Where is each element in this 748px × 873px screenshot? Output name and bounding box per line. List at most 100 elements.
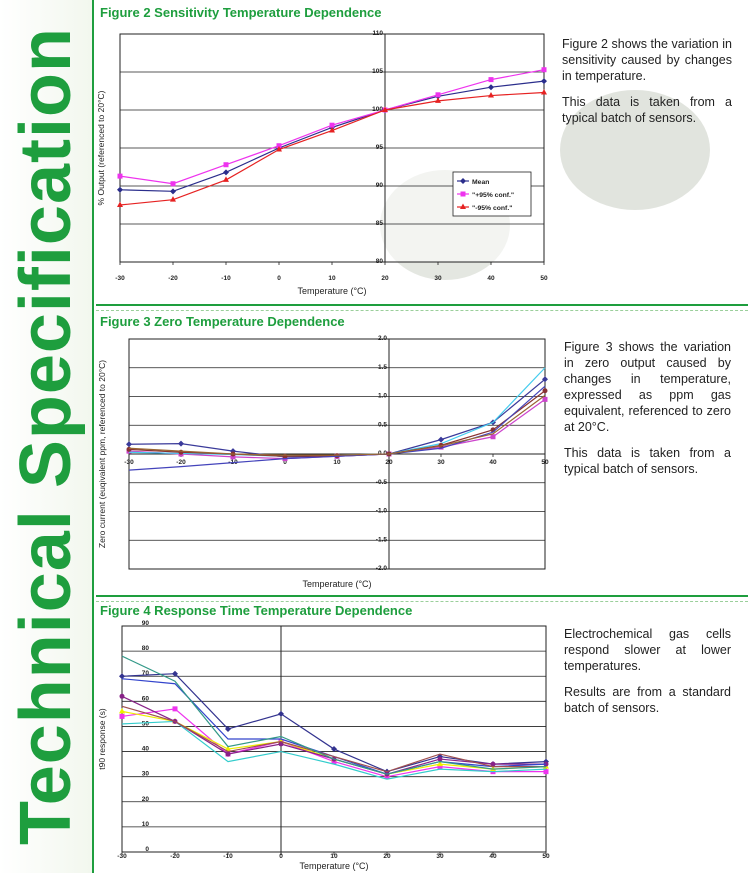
y-tick-label: 90 [376, 182, 384, 189]
figure-4-description: Electrochemical gas cells respond slower… [564, 626, 731, 726]
series-line [128, 394, 546, 456]
data-point [331, 759, 337, 765]
data-point [490, 761, 496, 767]
response-time-chart: 0 10 20 30 40 50 60 70 80 90 -30 -20 -10 0 10 20 30 40 50 T… [97, 620, 550, 871]
legend-label: "+95% conf." [472, 192, 514, 199]
x-tick-label: 50 [541, 459, 549, 466]
y-axis-title: % Output (referenced to 20°C) [96, 90, 106, 205]
y-tick-label: 0 [145, 846, 149, 853]
data-point [490, 765, 496, 772]
data-point [225, 725, 231, 732]
y-tick-label: 1.5 [378, 364, 387, 371]
series-s6 [128, 394, 546, 456]
y-tick-label: 0.5 [378, 421, 387, 428]
series-line [121, 705, 546, 773]
figure-3-title: Figure 3 Zero Temperature Dependence [100, 314, 345, 329]
x-tick-label: 0 [277, 275, 281, 282]
x-tick-label: 10 [328, 275, 336, 282]
series-s4 [121, 720, 547, 780]
data-point [541, 89, 547, 95]
data-point [542, 388, 548, 394]
y-tick-label: -1.0 [376, 508, 388, 515]
y-tick-label: 20 [142, 796, 150, 803]
data-point [438, 436, 444, 443]
data-point [329, 122, 335, 128]
x-tick-label: -10 [223, 853, 233, 860]
x-tick-label: 50 [540, 275, 548, 282]
figure-2-title: Figure 2 Sensitivity Temperature Depende… [100, 5, 382, 20]
data-point [488, 92, 494, 98]
series-s8 [121, 655, 547, 775]
data-point [223, 169, 229, 176]
data-point [172, 706, 178, 712]
description-paragraph: Electrochemical gas cells respond slower… [564, 627, 731, 673]
data-point [542, 396, 548, 402]
data-point [488, 84, 494, 91]
y-tick-label: 100 [372, 106, 383, 113]
data-point [543, 761, 549, 767]
x-tick-label: -20 [170, 853, 180, 860]
y-tick-label: 85 [376, 220, 384, 227]
x-axis-title: Temperature (°C) [299, 861, 368, 871]
data-point [119, 673, 125, 680]
sidebar-title: Technical Specification [6, 27, 86, 845]
description-paragraph: This data is taken from a typical batch … [562, 95, 732, 125]
x-tick-label: -20 [176, 459, 186, 466]
data-point [542, 376, 548, 383]
x-tick-label: 40 [489, 459, 497, 466]
data-point [278, 710, 284, 717]
data-point [278, 741, 284, 747]
data-point [126, 446, 132, 452]
data-point [543, 769, 549, 775]
y-tick-label: 50 [142, 720, 150, 727]
x-tick-label: 30 [434, 275, 442, 282]
x-tick-label: 0 [283, 459, 287, 466]
data-point [435, 97, 441, 103]
x-tick-label: -30 [115, 275, 125, 282]
data-point [435, 92, 441, 98]
data-point [437, 764, 443, 770]
x-tick-label: 10 [330, 853, 338, 860]
data-point [331, 746, 337, 753]
series-line [121, 655, 547, 775]
data-point [223, 176, 229, 182]
x-tick-label: -20 [168, 275, 178, 282]
x-tick-label: 30 [436, 853, 444, 860]
data-point [119, 713, 125, 719]
x-tick-label: -30 [124, 459, 134, 466]
data-point [172, 670, 178, 677]
series-s7 [121, 705, 546, 773]
data-point [329, 127, 335, 133]
description-paragraph: Figure 3 shows the variation in zero out… [564, 340, 731, 434]
y-tick-label: 105 [372, 68, 383, 75]
data-point [119, 707, 125, 714]
x-tick-label: -30 [117, 853, 127, 860]
sensitivity-chart: 80859095100105110-30-20-1001020304050Tem… [96, 30, 548, 296]
x-tick-label: 50 [542, 853, 550, 860]
data-point [384, 774, 390, 780]
x-tick-label: 40 [487, 275, 495, 282]
data-point [541, 67, 547, 73]
data-point [276, 143, 282, 149]
data-point [126, 441, 132, 448]
legend-label: "-95% conf." [472, 205, 512, 212]
data-point [541, 78, 547, 85]
x-axis-title: Temperature (°C) [297, 286, 366, 296]
data-point [460, 203, 466, 209]
y-tick-label: 30 [142, 771, 150, 778]
data-point [225, 745, 231, 752]
x-tick-label: 10 [333, 459, 341, 466]
data-point [119, 693, 125, 699]
y-tick-label: 40 [142, 746, 150, 753]
data-point [117, 186, 123, 193]
sidebar-divider-line [92, 0, 94, 873]
x-tick-label: 30 [437, 459, 445, 466]
data-point [382, 106, 388, 112]
y-tick-label: -2.0 [376, 565, 388, 572]
data-point [170, 188, 176, 195]
x-tick-label: -10 [221, 275, 231, 282]
y-axis-title: Zero current (euqivalent ppm, referenced… [97, 360, 107, 548]
plot-area [121, 625, 547, 853]
y-tick-label: 70 [142, 670, 150, 677]
x-tick-label: 0 [279, 853, 283, 860]
